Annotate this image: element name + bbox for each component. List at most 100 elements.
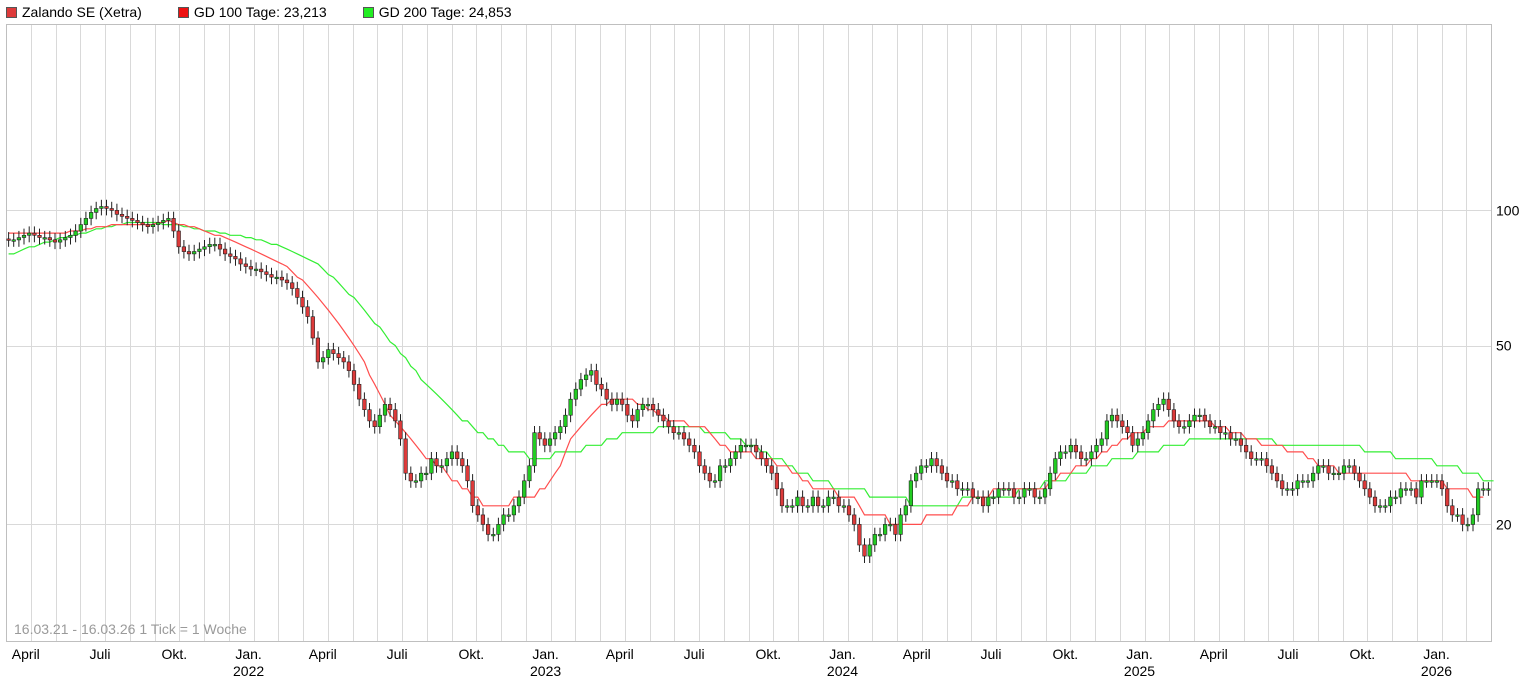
candle-down [1166, 398, 1171, 411]
candle-down [223, 248, 228, 255]
candle-down [702, 465, 707, 474]
legend-item-ma200[interactable]: GD 200 Tage: 24,853 [362, 4, 512, 20]
candle-down [248, 266, 254, 270]
candle-down [341, 357, 346, 363]
candle-up [1336, 472, 1341, 476]
candle-down [186, 251, 192, 255]
candle-down [852, 514, 857, 525]
candle-down [970, 488, 975, 498]
candle-down [130, 218, 135, 221]
candle-up [826, 496, 831, 507]
candle-up [1048, 472, 1053, 490]
candle-down [295, 288, 300, 298]
candle-up [1419, 480, 1424, 498]
candle-down [774, 472, 779, 490]
candle-down [1176, 420, 1182, 427]
candle-down [47, 237, 52, 241]
candle-up [150, 224, 156, 228]
x-tick-label: Okt. [1349, 646, 1375, 662]
candle-down [470, 480, 475, 506]
candle-up [444, 458, 450, 467]
candle-down [537, 432, 542, 440]
candle-down [542, 438, 547, 446]
candle-up [790, 505, 795, 508]
candle-up [449, 451, 455, 459]
candle-up [382, 404, 388, 416]
candle-up [63, 237, 68, 241]
candle-up [1192, 414, 1197, 422]
candle-up [1042, 488, 1048, 498]
candle-up [810, 496, 815, 507]
candle-down [857, 524, 862, 546]
candle-down [955, 480, 960, 490]
candle-up [748, 444, 754, 448]
candle-up [413, 480, 419, 483]
candle-up [254, 268, 259, 271]
candle-up [898, 514, 903, 535]
candle-up [903, 505, 908, 516]
candle-up [1037, 496, 1042, 499]
y-tick-label: 20 [1496, 516, 1512, 532]
candle-up [202, 246, 207, 250]
x-tick-label: Jan. [235, 646, 261, 662]
candle-down [372, 420, 377, 427]
x-tick-label: Okt. [755, 646, 781, 662]
candle-down [367, 409, 372, 422]
candle-down [934, 458, 939, 467]
candle-up [1481, 488, 1486, 491]
candle-up [975, 496, 980, 499]
legend-label-ma200: GD 200 Tage: 24,853 [378, 4, 512, 20]
candle-down [279, 276, 285, 281]
candle-down [800, 496, 805, 507]
candle-up [841, 505, 846, 508]
candle-down [1171, 409, 1176, 422]
candle-down [1120, 420, 1125, 427]
x-tick-year-label: 2026 [1421, 663, 1452, 679]
candle-down [1207, 420, 1213, 427]
candle-up [506, 514, 511, 517]
candle-down [135, 220, 140, 223]
candle-down [305, 306, 310, 317]
candle-down [1264, 458, 1269, 467]
candle-up [1151, 409, 1156, 422]
x-tick-label: Jan. [1126, 646, 1152, 662]
candle-up [1476, 488, 1481, 516]
candle-down [1326, 465, 1331, 474]
x-tick-label: Juli [387, 646, 408, 662]
candle-down [1249, 451, 1254, 459]
candle-up [424, 472, 429, 476]
candle-up [1068, 444, 1073, 453]
candle-down [475, 505, 480, 516]
candle-up [516, 496, 522, 507]
candle-down [1125, 426, 1130, 434]
candle-down [485, 524, 491, 535]
candle-down [346, 361, 352, 371]
candle-up [888, 524, 893, 527]
candle-up [192, 251, 197, 255]
legend: Zalando SE (Xetra) GD 100 Tage: 23,213 G… [6, 2, 548, 22]
candle-up [326, 349, 331, 359]
candle-down [104, 206, 109, 209]
candle-down [336, 353, 341, 359]
candle-up [1455, 514, 1460, 517]
x-tick-label: Jan. [829, 646, 855, 662]
legend-item-ma100[interactable]: GD 100 Tage: 23,213 [177, 4, 327, 20]
candle-down [269, 274, 274, 278]
candle-up [1311, 472, 1316, 482]
legend-item-stock[interactable]: Zalando SE (Xetra) [6, 4, 142, 20]
candle-up [960, 488, 965, 491]
x-tick-label: April [606, 646, 634, 662]
candle-down [1079, 451, 1084, 459]
candle-up [738, 444, 743, 453]
x-tick-year-label: 2025 [1124, 663, 1155, 679]
candle-down [290, 282, 295, 289]
candle-down [1445, 488, 1450, 507]
candle-up [527, 465, 532, 482]
candle-up [89, 212, 94, 219]
candle-up [717, 465, 723, 482]
candle-down [217, 244, 223, 250]
candle-up [1424, 480, 1429, 483]
candle-down [331, 349, 336, 354]
candle-up [1347, 465, 1352, 468]
